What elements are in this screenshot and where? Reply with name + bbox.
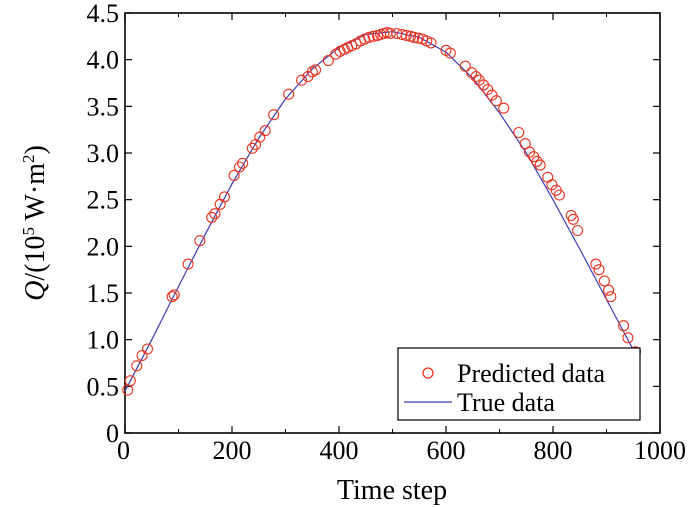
predicted-point bbox=[482, 83, 494, 96]
true-data-line bbox=[124, 31, 634, 392]
true-data-series bbox=[124, 31, 634, 392]
predicted-point bbox=[296, 74, 308, 86]
y-tick-label: 3.5 bbox=[87, 92, 120, 121]
x-axis-title: Time step bbox=[337, 475, 447, 506]
predicted-point bbox=[283, 88, 295, 100]
legend-predicted-label: Predicted data bbox=[457, 359, 605, 388]
predicted-point bbox=[194, 235, 206, 247]
predicted-point bbox=[268, 109, 280, 121]
predicted-point bbox=[168, 289, 180, 301]
predicted-point bbox=[546, 179, 558, 191]
predicted-point bbox=[309, 64, 322, 76]
predicted-point bbox=[553, 189, 565, 201]
predicted-point bbox=[531, 155, 543, 167]
y-tick-label: 2.0 bbox=[87, 232, 120, 261]
predicted-point bbox=[237, 157, 249, 169]
predicted-point bbox=[206, 211, 218, 223]
y-tick-label: 4.0 bbox=[87, 46, 120, 75]
predicted-point bbox=[542, 171, 554, 183]
legend: Predicted data True data bbox=[397, 347, 641, 421]
predicted-point bbox=[425, 37, 437, 49]
predicted-point bbox=[400, 29, 412, 41]
predicted-point bbox=[572, 224, 584, 237]
predicted-point bbox=[470, 70, 482, 83]
x-tick-label: 600 bbox=[427, 436, 466, 465]
predicted-point bbox=[136, 349, 148, 362]
y-tick-label: 1.0 bbox=[87, 326, 120, 355]
axis-ticks bbox=[124, 12, 661, 434]
x-tick-label: 200 bbox=[213, 436, 252, 465]
predicted-point bbox=[131, 360, 143, 372]
predicted-point bbox=[622, 332, 634, 344]
predicted-point bbox=[490, 95, 502, 107]
predicted-point bbox=[605, 291, 617, 303]
predicted-point bbox=[593, 264, 605, 276]
predicted-point bbox=[228, 169, 240, 181]
y-tick-label: 1.5 bbox=[87, 279, 120, 308]
predicted-point bbox=[459, 60, 471, 72]
x-tick-label: 0 bbox=[117, 436, 130, 465]
y-axis-title-group: Q/(105 W·m2) bbox=[19, 145, 51, 301]
y-axis-title-exponent-2: 2 bbox=[19, 154, 38, 163]
y-axis-title-variable: Q bbox=[20, 281, 51, 301]
predicted-point bbox=[166, 291, 178, 303]
predicted-point bbox=[567, 213, 579, 225]
legend-box bbox=[397, 347, 641, 421]
y-axis-title: Q/(105 W·m2) bbox=[19, 145, 51, 301]
y-axis-title-exponent-1: 5 bbox=[19, 227, 38, 236]
predicted-point bbox=[182, 258, 194, 270]
predicted-point bbox=[466, 67, 478, 79]
x-tick-label: 800 bbox=[534, 436, 573, 465]
y-axis-title-suffix: ) bbox=[20, 145, 51, 154]
x-tick-label: 400 bbox=[320, 436, 359, 465]
predicted-point bbox=[233, 161, 246, 173]
predicted-point bbox=[618, 320, 630, 332]
y-axis-title-units: W·m bbox=[20, 163, 51, 227]
y-axis-title-text: /(10 bbox=[20, 236, 51, 281]
predicted-point bbox=[259, 125, 271, 137]
predicted-point bbox=[218, 191, 231, 203]
y-tick-label: 0 bbox=[106, 419, 119, 448]
predicted-point bbox=[598, 275, 610, 287]
predicted-point bbox=[124, 375, 136, 387]
x-tick-label: 1000 bbox=[634, 436, 686, 465]
predicted-point bbox=[444, 47, 456, 59]
predicted-point bbox=[513, 126, 525, 139]
predicted-point bbox=[214, 198, 226, 210]
y-tick-label: 4.5 bbox=[87, 0, 120, 28]
predicted-point bbox=[363, 31, 375, 43]
predicted-data-series bbox=[122, 27, 641, 396]
predicted-point bbox=[322, 55, 334, 67]
legend-predicted-marker bbox=[422, 367, 434, 379]
y-tick-label: 3.0 bbox=[87, 139, 120, 168]
predicted-point bbox=[396, 28, 408, 41]
legend-true-label: True data bbox=[457, 388, 555, 417]
predicted-point bbox=[408, 31, 420, 43]
predicted-point bbox=[209, 208, 221, 220]
predicted-point bbox=[367, 30, 379, 42]
predicted-point bbox=[486, 89, 498, 101]
predicted-point bbox=[498, 102, 510, 114]
x-tick-labels: 0 200 400 600 800 1000 bbox=[117, 436, 686, 465]
predicted-point bbox=[141, 343, 154, 355]
predicted-point bbox=[246, 142, 258, 154]
predicted-point bbox=[565, 209, 577, 222]
predicted-point bbox=[590, 258, 602, 270]
y-tick-label: 0.5 bbox=[87, 372, 120, 401]
predicted-point bbox=[254, 131, 266, 143]
predicted-point bbox=[603, 284, 615, 296]
y-tick-labels: 0 0.5 1.0 1.5 2.0 2.5 3.0 3.5 4.0 4.5 bbox=[87, 0, 120, 448]
y-tick-label: 2.5 bbox=[87, 186, 120, 215]
predicted-point bbox=[534, 159, 546, 171]
predicted-point bbox=[384, 27, 396, 40]
